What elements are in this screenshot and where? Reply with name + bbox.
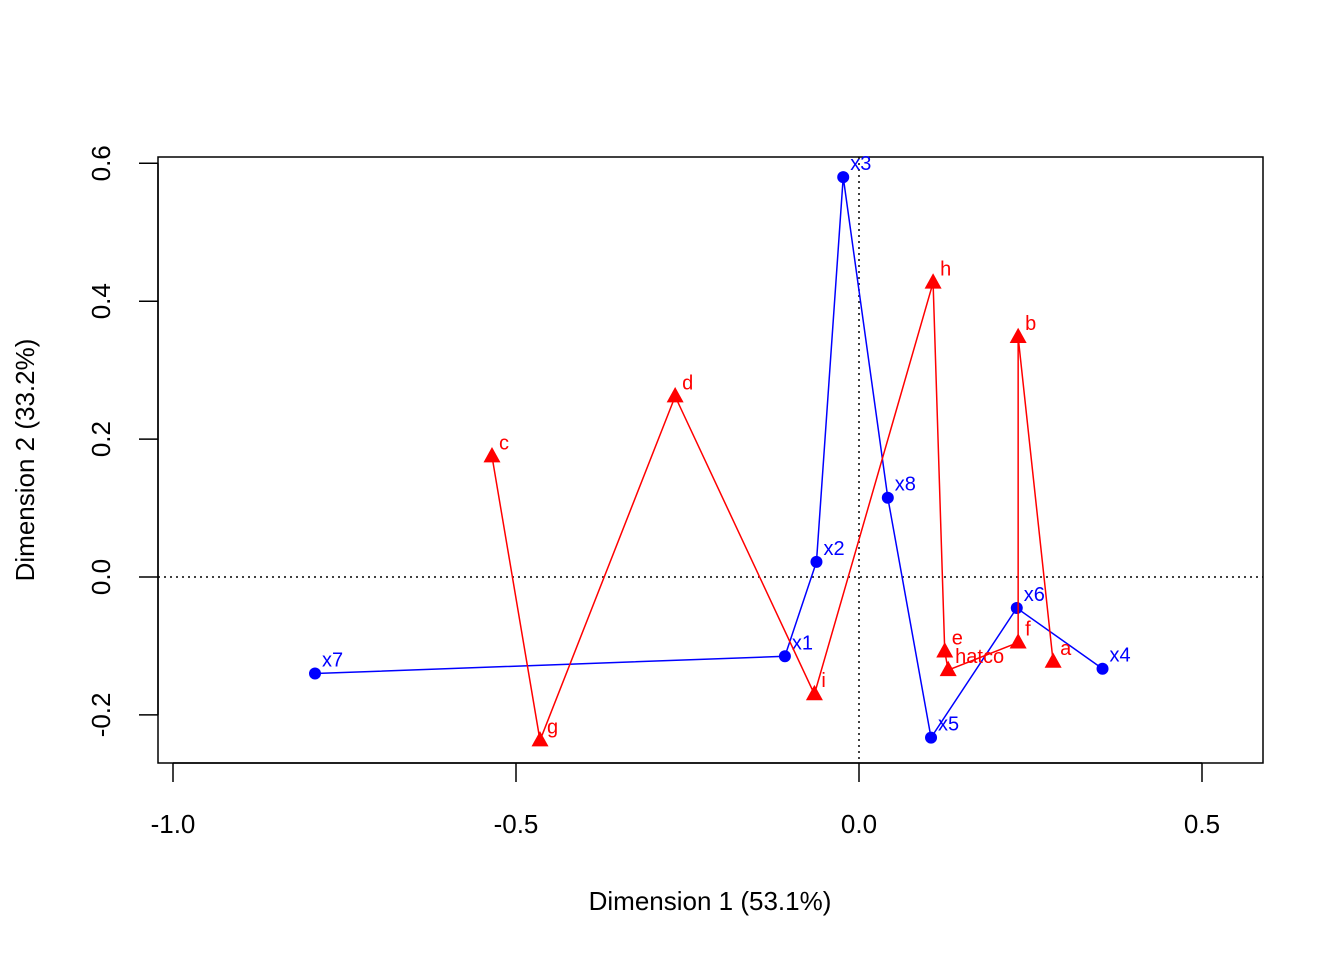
point-h: [924, 273, 942, 289]
point-i: [805, 684, 823, 701]
point-label-x1: x1: [792, 632, 813, 654]
x-axis: -1.0 -0.5 0.0 0.5: [151, 762, 1220, 839]
point-label-x2: x2: [823, 538, 844, 560]
point-d: [666, 387, 684, 403]
series-line: [491, 282, 1054, 744]
point-f: [1009, 633, 1027, 649]
x-tick-label: -0.5: [494, 809, 539, 839]
point-label-x5: x5: [938, 714, 959, 736]
point-label-h: h: [940, 259, 951, 281]
y-tick-label: 0.0: [86, 559, 116, 595]
y-tick-label: 0.2: [86, 421, 116, 457]
y-tick-label: 0.6: [86, 145, 116, 181]
point-label-e: e: [952, 627, 963, 649]
point-label-x7: x7: [322, 650, 343, 672]
point-label-f: f: [1025, 619, 1031, 641]
point-label-b: b: [1025, 313, 1036, 335]
point-label-hatco: hatco: [955, 646, 1004, 668]
point-x8: [881, 491, 894, 504]
point-x6: [1010, 602, 1023, 615]
point-label-x6: x6: [1024, 584, 1045, 606]
x-tick-label: -1.0: [151, 809, 196, 839]
point-label-g: g: [547, 716, 558, 738]
point-x5: [925, 731, 938, 744]
point-label-x8: x8: [895, 474, 916, 496]
point-b: [1009, 327, 1027, 344]
point-g: [531, 731, 549, 747]
y-tick-label: -0.2: [86, 692, 116, 737]
point-e: [936, 642, 954, 658]
point-x3: [837, 171, 850, 184]
point-label-x4: x4: [1110, 645, 1131, 667]
point-label-c: c: [499, 432, 509, 454]
point-x2: [810, 555, 823, 568]
point-label-a: a: [1060, 638, 1072, 660]
y-axis: -0.2 0.0 0.2 0.4 0.6: [86, 145, 159, 737]
point-label-d: d: [682, 372, 693, 394]
point-label-x3: x3: [850, 153, 871, 175]
plot-frame: [157, 156, 1264, 764]
x-tick-label: 0.5: [1184, 809, 1220, 839]
series-1: x7 x1 x2 x3 x8 x5 x6 x4: [309, 153, 1131, 744]
y-tick-label: 0.4: [86, 283, 116, 319]
y-axis-label: Dimension 2 (33.2%): [10, 339, 40, 582]
point-x7: [309, 667, 322, 680]
x-tick-label: 0.0: [841, 809, 877, 839]
point-x1: [778, 650, 791, 663]
point-x4: [1096, 662, 1109, 675]
point-a: [1044, 652, 1062, 668]
point-label-i: i: [821, 670, 825, 692]
series-line: [314, 176, 1103, 740]
x-axis-label: Dimension 1 (53.1%): [589, 886, 832, 916]
point-hatco: [939, 660, 957, 677]
point-c: [483, 447, 501, 463]
